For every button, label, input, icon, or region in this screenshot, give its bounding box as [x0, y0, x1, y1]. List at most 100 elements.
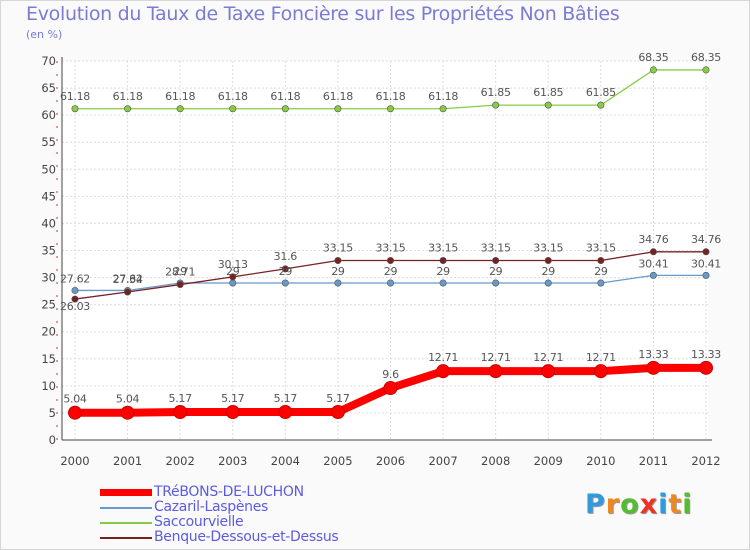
- data-label: 29: [436, 265, 450, 278]
- y-tick-label: 65: [41, 81, 56, 95]
- data-point: [597, 257, 605, 265]
- data-label: 29: [331, 265, 345, 278]
- data-label: 29: [173, 265, 187, 278]
- logo-letter: P: [585, 489, 606, 520]
- x-tick-label: 2000: [60, 454, 89, 468]
- data-label: 29: [384, 265, 398, 278]
- data-point: [124, 288, 132, 296]
- data-label: 12.71: [481, 351, 511, 364]
- data-label: 29: [542, 265, 556, 278]
- data-point: [439, 105, 447, 113]
- y-tick-label: 25: [41, 298, 56, 312]
- data-point: [229, 279, 237, 287]
- data-label: 5.17: [326, 392, 350, 405]
- data-label: 30.13: [218, 258, 248, 271]
- y-tick-label: 50: [41, 162, 56, 176]
- data-point: [176, 281, 184, 289]
- y-tick-label: 0: [49, 433, 56, 447]
- data-label: 12.71: [428, 351, 458, 364]
- data-label: 27.62: [113, 272, 143, 285]
- logo-letter: x: [639, 489, 659, 520]
- data-point: [229, 105, 237, 113]
- data-label: 28.71: [165, 266, 195, 279]
- data-point: [492, 279, 500, 287]
- data-point: [646, 360, 661, 375]
- logo-letter: t: [668, 489, 683, 520]
- data-label: 34.76: [638, 233, 668, 246]
- data-point: [330, 405, 345, 420]
- data-point: [173, 405, 188, 420]
- data-label: 68.35: [691, 51, 721, 64]
- y-tick-label: 20: [41, 325, 56, 339]
- data-label: 12.71: [586, 351, 616, 364]
- data-point: [383, 381, 398, 396]
- y-tick-label: 10: [41, 379, 56, 393]
- data-point: [124, 105, 132, 113]
- data-point: [649, 66, 657, 74]
- x-tick-label: 2006: [376, 454, 405, 468]
- y-tick-label: 55: [41, 135, 56, 149]
- data-label: 13.33: [691, 348, 721, 361]
- y-tick-label: 30: [41, 271, 56, 285]
- data-label: 29: [226, 265, 240, 278]
- line-chart: 0 5 10 15 20 25 30 35 40 45 50 55 60 65 70 2000 2001 2002…: [41, 51, 721, 468]
- logo-letter: r: [605, 489, 621, 520]
- legend-label: Saccourvielle: [154, 514, 244, 530]
- data-point: [334, 279, 342, 287]
- data-label: 61.18: [323, 90, 353, 103]
- data-point: [436, 364, 451, 379]
- data-label: 61.85: [481, 86, 511, 99]
- data-label: 33.15: [586, 242, 616, 255]
- x-tick-label: 2011: [639, 454, 668, 468]
- data-point: [71, 286, 79, 294]
- logo-letter: i: [658, 489, 669, 520]
- y-tick-label: 60: [41, 108, 56, 122]
- data-label: 29: [489, 265, 503, 278]
- data-point: [281, 265, 289, 273]
- x-tick-label: 2009: [534, 454, 563, 468]
- x-tick-label: 2008: [481, 454, 510, 468]
- data-label: 5.04: [116, 393, 140, 406]
- x-tick-label: 2005: [323, 454, 352, 468]
- data-point: [71, 295, 79, 303]
- data-label: 30.41: [691, 257, 721, 270]
- data-label: 33.15: [428, 242, 458, 255]
- data-label: 33.15: [323, 242, 353, 255]
- data-point: [278, 405, 293, 420]
- data-label: 5.04: [63, 393, 87, 406]
- legend-swatch: [100, 522, 152, 524]
- data-label: 31.6: [274, 250, 298, 263]
- data-point: [544, 101, 552, 109]
- data-point: [597, 101, 605, 109]
- x-tick-label: 2012: [691, 454, 720, 468]
- data-label: 61.18: [376, 90, 406, 103]
- data-label: 27.62: [60, 272, 90, 285]
- data-label: 33.15: [533, 242, 563, 255]
- data-point: [492, 257, 500, 265]
- y-tick-label: 5: [49, 406, 56, 420]
- data-label: 61.18: [270, 90, 300, 103]
- data-label: 33.15: [481, 242, 511, 255]
- data-label: 61.18: [113, 90, 143, 103]
- data-label: 5.17: [274, 392, 298, 405]
- data-point: [68, 405, 82, 420]
- data-label: 29: [279, 265, 293, 278]
- proxiti-logo: Proxiti: [585, 489, 693, 520]
- legend-label: Cazaril-Laspènes: [154, 499, 269, 515]
- data-point: [597, 279, 605, 287]
- data-point: [281, 279, 289, 287]
- data-label: 12.71: [533, 351, 563, 364]
- x-tick-label: 2002: [166, 454, 195, 468]
- chart-unit-label: (en %): [26, 28, 63, 41]
- data-label: 5.17: [169, 392, 193, 405]
- data-point: [702, 66, 710, 74]
- data-label: 13.33: [638, 348, 668, 361]
- data-point: [334, 105, 342, 113]
- data-point: [702, 271, 710, 279]
- data-point: [386, 279, 394, 287]
- y-tick-label: 15: [41, 352, 56, 366]
- data-point: [334, 257, 342, 265]
- data-point: [492, 101, 500, 109]
- x-tick-label: 2007: [428, 454, 457, 468]
- data-label: 29: [594, 265, 608, 278]
